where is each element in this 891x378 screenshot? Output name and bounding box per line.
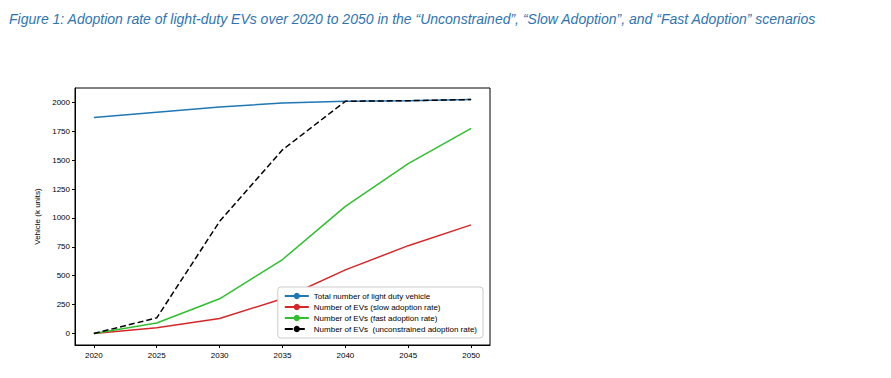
svg-text:2045: 2045: [399, 351, 417, 360]
svg-text:1250: 1250: [52, 185, 70, 194]
svg-text:500: 500: [57, 271, 71, 280]
svg-text:2030: 2030: [211, 351, 229, 360]
svg-text:Vehicle (k units): Vehicle (k units): [33, 188, 42, 245]
svg-text:2035: 2035: [274, 351, 292, 360]
svg-text:1500: 1500: [52, 156, 70, 165]
svg-text:Figure 1: Adoption rate of lig: Figure 1: Adoption rate of light-duty EV…: [9, 11, 815, 27]
svg-text:750: 750: [57, 242, 71, 251]
svg-text:2020: 2020: [85, 351, 103, 360]
svg-text:1000: 1000: [52, 213, 70, 222]
svg-text:Number of EVs (fast adoption r: Number of EVs (fast adoption rate): [314, 314, 438, 323]
svg-text:2000: 2000: [52, 98, 70, 107]
svg-text:2050: 2050: [462, 351, 480, 360]
svg-text:Number of EVs (slow adoption r: Number of EVs (slow adoption rate): [314, 303, 441, 312]
svg-text:250: 250: [57, 300, 71, 309]
svg-text:Total number of light duty veh: Total number of light duty vehicle: [314, 292, 431, 301]
svg-text:0: 0: [66, 329, 71, 338]
svg-text:1750: 1750: [52, 127, 70, 136]
svg-text:2025: 2025: [148, 351, 166, 360]
svg-text:2040: 2040: [336, 351, 354, 360]
svg-text:Number of EVs (unconstrained: Number of EVs (unconstrained adoption ra…: [314, 325, 478, 334]
